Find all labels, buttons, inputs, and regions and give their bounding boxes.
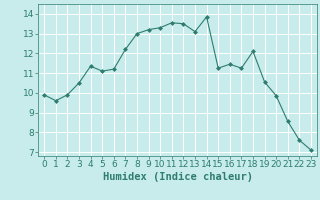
X-axis label: Humidex (Indice chaleur): Humidex (Indice chaleur) — [103, 172, 252, 182]
